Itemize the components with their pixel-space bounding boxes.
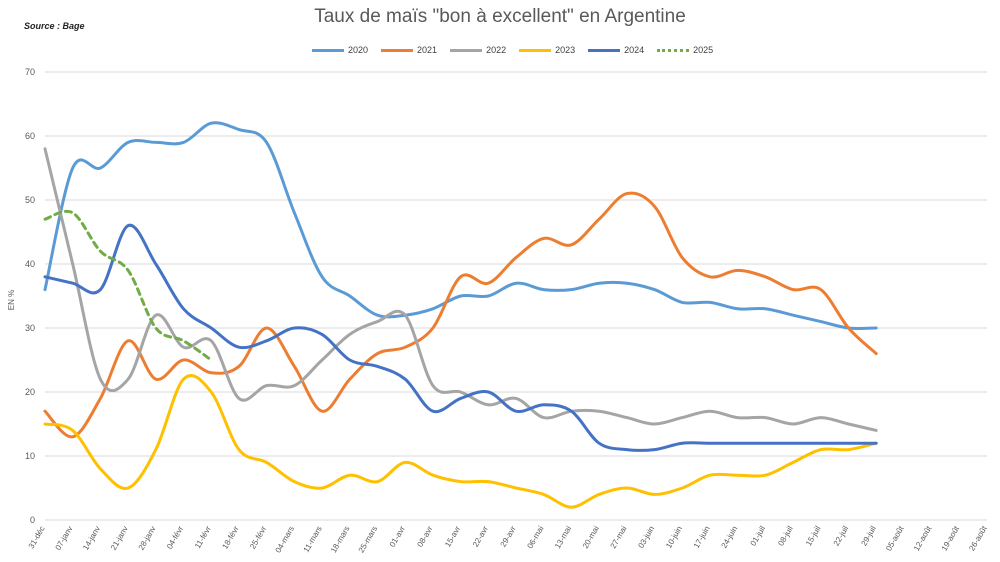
x-tick-label: 01-avr: [388, 524, 407, 548]
legend-item-2022: 2022: [450, 45, 506, 55]
x-tick-label: 03-juin: [636, 525, 656, 550]
series-lines: [43, 121, 878, 509]
legend-label: 2022: [486, 45, 507, 55]
series-line-2023: [43, 374, 878, 509]
x-tick-label: 27-mai: [609, 524, 629, 550]
x-tick-label: 08-avr: [415, 524, 434, 548]
y-tick-label: 30: [25, 323, 35, 333]
y-tick-label: 10: [25, 451, 35, 461]
x-tick-label: 04-févr: [165, 524, 185, 550]
series-line-2020: [43, 121, 878, 330]
x-tick-label: 01-juil: [749, 524, 768, 547]
legend-swatch: [657, 48, 690, 52]
legend-label: 2023: [555, 45, 576, 55]
x-tick-label: 21-janv: [109, 525, 130, 552]
legend-item-2020: 2020: [312, 45, 368, 55]
x-tick-label: 04-mars: [274, 525, 296, 555]
source-note: Source : Bage: [24, 21, 85, 31]
x-tick-label: 06-mai: [525, 524, 545, 550]
x-tick-label: 31-déc: [27, 525, 47, 551]
x-tick-label: 14-janv: [81, 525, 102, 552]
y-tick-label: 60: [25, 131, 35, 141]
y-tick-label: 0: [30, 515, 35, 525]
legend-label: 2024: [624, 45, 645, 55]
legend-swatch: [588, 48, 621, 52]
legend-label: 2025: [693, 45, 714, 55]
legend-swatch: [312, 48, 344, 52]
x-tick-label: 28-janv: [137, 525, 158, 552]
x-tick-label: 29-juil: [859, 524, 878, 547]
x-tick-label: 19-août: [940, 524, 962, 553]
x-tick-label: 11-févr: [193, 524, 213, 550]
legend-swatch: [450, 48, 483, 52]
x-tick-label: 17-juin: [692, 525, 712, 550]
legend: 2020 2021 2022 2023 2024 2025: [312, 42, 726, 58]
y-tick-label: 50: [25, 195, 35, 205]
x-tick-label: 22-avr: [471, 524, 490, 548]
x-tick-label: 29-avr: [499, 524, 518, 548]
x-tick-label: 24-juin: [720, 525, 740, 550]
legend-item-2021: 2021: [381, 45, 437, 55]
legend-label: 2020: [348, 45, 369, 55]
x-tick-label: 08-juil: [776, 524, 795, 547]
legend-swatch: [381, 48, 414, 52]
y-tick-label: 40: [25, 259, 35, 269]
y-tick-label: 70: [25, 67, 35, 77]
x-tick-label: 22-juil: [832, 524, 851, 547]
x-tick-label: 25-févr: [248, 524, 268, 550]
legend-item-2025: 2025: [657, 45, 713, 55]
chart-title: Taux de maïs "bon à excellent" en Argent…: [314, 6, 686, 27]
x-tick-label: 05-août: [884, 524, 906, 553]
x-tick-label: 25-mars: [357, 525, 379, 555]
series-line-2025: [43, 209, 213, 362]
y-axis-title: EN %: [7, 290, 16, 310]
x-tick-label: 15-avr: [443, 524, 462, 548]
axes: 0 10 20 30 40 50 60 70 31-déc 07-janv 14-janv 21-ja…: [25, 67, 989, 554]
legend-item-2024: 2024: [588, 45, 644, 55]
x-tick-label: 13-mai: [553, 524, 573, 550]
x-tick-label: 18-mars: [329, 525, 351, 555]
series-line-2021: [43, 191, 878, 439]
gridlines: [45, 71, 987, 521]
x-tick-label: 18-févr: [220, 524, 240, 550]
legend-swatch: [519, 48, 552, 52]
legend-label: 2021: [417, 45, 438, 55]
x-tick-label: 11-mars: [302, 525, 324, 554]
legend-item-2023: 2023: [519, 45, 575, 55]
y-tick-label: 20: [25, 387, 35, 397]
series-line-2022: [43, 147, 878, 432]
x-tick-label: 26-août: [967, 524, 989, 553]
x-tick-label: 07-janv: [54, 525, 75, 552]
series-line-2024: [43, 223, 878, 452]
x-tick-label: 15-juil: [804, 524, 823, 547]
x-tick-label: 12-août: [912, 524, 934, 553]
x-tick-label: 10-juin: [664, 525, 684, 550]
x-tick-label: 20-mai: [581, 524, 601, 550]
